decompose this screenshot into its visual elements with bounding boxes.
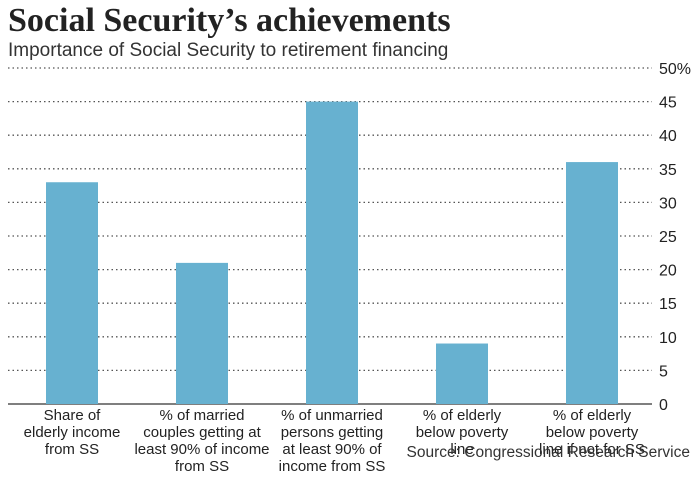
bar xyxy=(436,343,488,404)
y-tick-label: 25 xyxy=(659,229,677,246)
chart-subtitle: Importance of Social Security to retirem… xyxy=(8,40,449,61)
y-tick-label: 30 xyxy=(659,195,677,212)
bar xyxy=(176,262,228,404)
bar xyxy=(306,101,358,404)
y-tick-label: 10 xyxy=(659,330,677,347)
chart-title: Social Security’s achievements xyxy=(8,2,451,39)
y-tick-label: 0 xyxy=(659,397,668,414)
bar xyxy=(46,182,98,404)
x-category-label: Share of elderly income from SS xyxy=(24,407,121,458)
x-category-label: % of married couples getting at least 90% … xyxy=(134,407,269,475)
y-tick-label: 5 xyxy=(659,363,668,380)
x-category-label: % of elderly below poverty line if not for… xyxy=(539,407,645,458)
x-category-label: % of unmarried persons getting at least 90… xyxy=(279,407,386,475)
bar xyxy=(566,162,618,404)
x-axis-category-labels: Share of elderly income from SS % of marrie… xyxy=(24,407,645,475)
y-tick-label: 40 xyxy=(659,128,677,145)
y-tick-label: 50% xyxy=(659,61,691,78)
source-note: Source: Congressional Research Service xyxy=(406,444,690,461)
y-tick-label: 20 xyxy=(659,263,677,280)
y-axis-tick-labels: 0 5 10 15 20 25 30 35 40 45 50% xyxy=(659,61,691,414)
y-tick-label: 45 xyxy=(659,95,677,112)
y-tick-label: 35 xyxy=(659,162,677,179)
x-category-label: % of elderly below poverty line xyxy=(416,407,509,458)
y-tick-label: 15 xyxy=(659,296,677,313)
bars xyxy=(46,101,618,404)
